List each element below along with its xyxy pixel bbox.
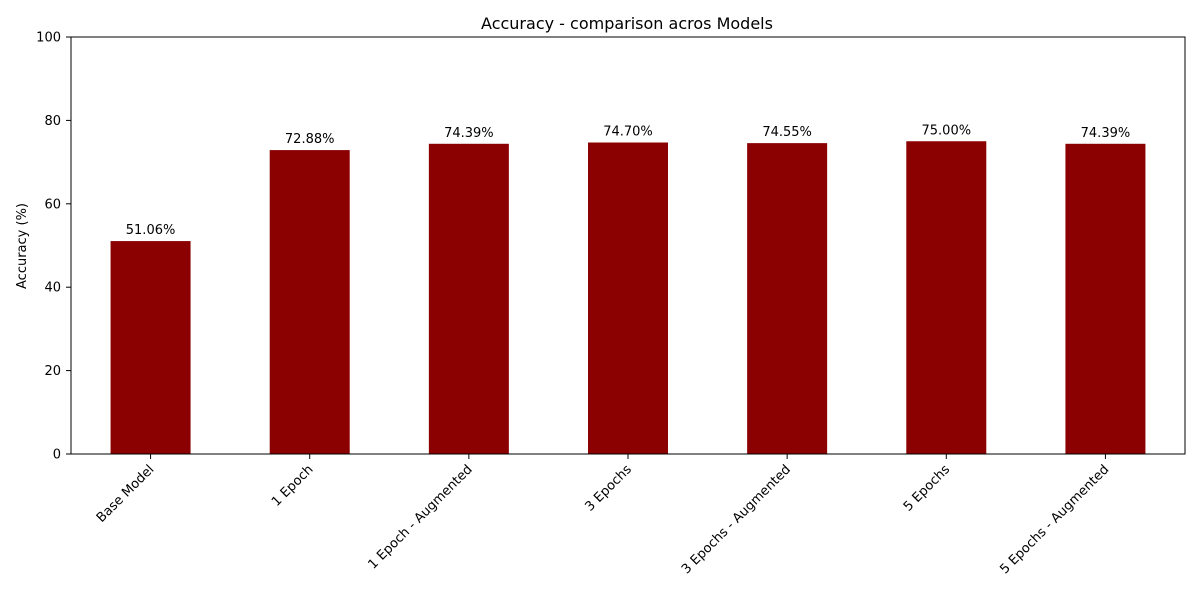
chart-title: Accuracy - comparison acros Models (481, 14, 773, 33)
bar (428, 143, 509, 455)
y-tick-label: 60 (44, 197, 61, 212)
x-tick-label: 3 Epochs - Augmented (679, 462, 794, 577)
plot-frame (70, 36, 1186, 455)
x-tick-label: 1 Epoch (269, 462, 317, 510)
bar-value-label: 75.00% (922, 123, 972, 138)
x-tick-label: Base Model (94, 462, 158, 526)
bar (1065, 143, 1146, 455)
bar-value-label: 51.06% (126, 223, 176, 238)
y-tick-label: 80 (44, 114, 61, 129)
plot-area: 51.06% Base Model 72.88% 1 Epoch 74.39% 1 Epo… (36, 31, 1186, 577)
bar-value-label: 72.88% (285, 132, 335, 147)
y-axis-label: Accuracy (%) (15, 203, 30, 289)
y-tick-label: 100 (36, 31, 61, 46)
x-tick-label: 5 Epochs (901, 462, 953, 514)
x-tick-label: 5 Epochs - Augmented (997, 462, 1112, 577)
bar (906, 141, 987, 454)
bar-value-label: 74.70% (603, 125, 653, 140)
bar-value-label: 74.39% (1081, 126, 1131, 141)
bar (588, 142, 668, 454)
y-tick-label: 40 (44, 281, 61, 296)
y-tick-label: 0 (53, 448, 61, 463)
bar-value-label: 74.55% (762, 125, 812, 140)
x-tick-label: 3 Epochs (583, 462, 635, 514)
bar (269, 150, 350, 454)
bar-value-label: 74.39% (444, 126, 494, 141)
bar (110, 241, 191, 454)
y-tick-label: 20 (44, 364, 61, 379)
x-tick-label: 1 Epoch - Augmented (366, 462, 476, 572)
bar (747, 143, 828, 454)
